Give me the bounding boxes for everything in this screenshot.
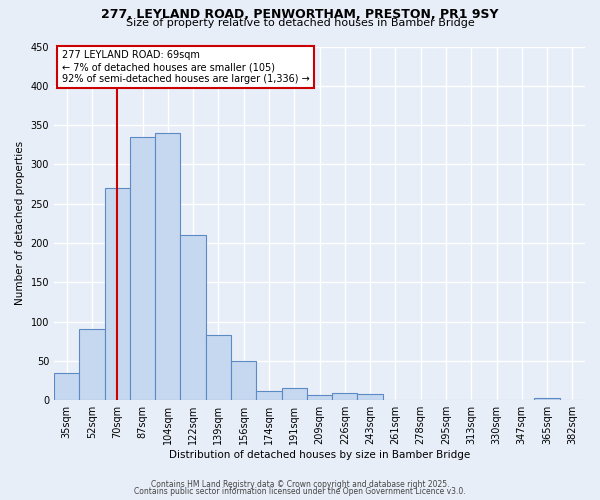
Bar [332,393,358,400]
Bar [79,330,104,400]
Bar [181,235,206,400]
Bar [358,394,383,400]
Text: 277, LEYLAND ROAD, PENWORTHAM, PRESTON, PR1 9SY: 277, LEYLAND ROAD, PENWORTHAM, PRESTON, … [101,8,499,20]
Bar [104,188,130,400]
Text: Size of property relative to detached houses in Bamber Bridge: Size of property relative to detached ho… [125,18,475,28]
Bar [307,394,332,400]
Bar [281,388,307,400]
Text: Contains public sector information licensed under the Open Government Licence v3: Contains public sector information licen… [134,487,466,496]
Bar [206,335,231,400]
X-axis label: Distribution of detached houses by size in Bamber Bridge: Distribution of detached houses by size … [169,450,470,460]
Y-axis label: Number of detached properties: Number of detached properties [15,142,25,306]
Bar [535,398,560,400]
Text: 277 LEYLAND ROAD: 69sqm
← 7% of detached houses are smaller (105)
92% of semi-de: 277 LEYLAND ROAD: 69sqm ← 7% of detached… [62,50,310,84]
Bar [155,133,181,400]
Bar [231,361,256,400]
Bar [130,137,155,400]
Text: Contains HM Land Registry data © Crown copyright and database right 2025.: Contains HM Land Registry data © Crown c… [151,480,449,489]
Bar [256,391,281,400]
Bar [54,372,79,400]
